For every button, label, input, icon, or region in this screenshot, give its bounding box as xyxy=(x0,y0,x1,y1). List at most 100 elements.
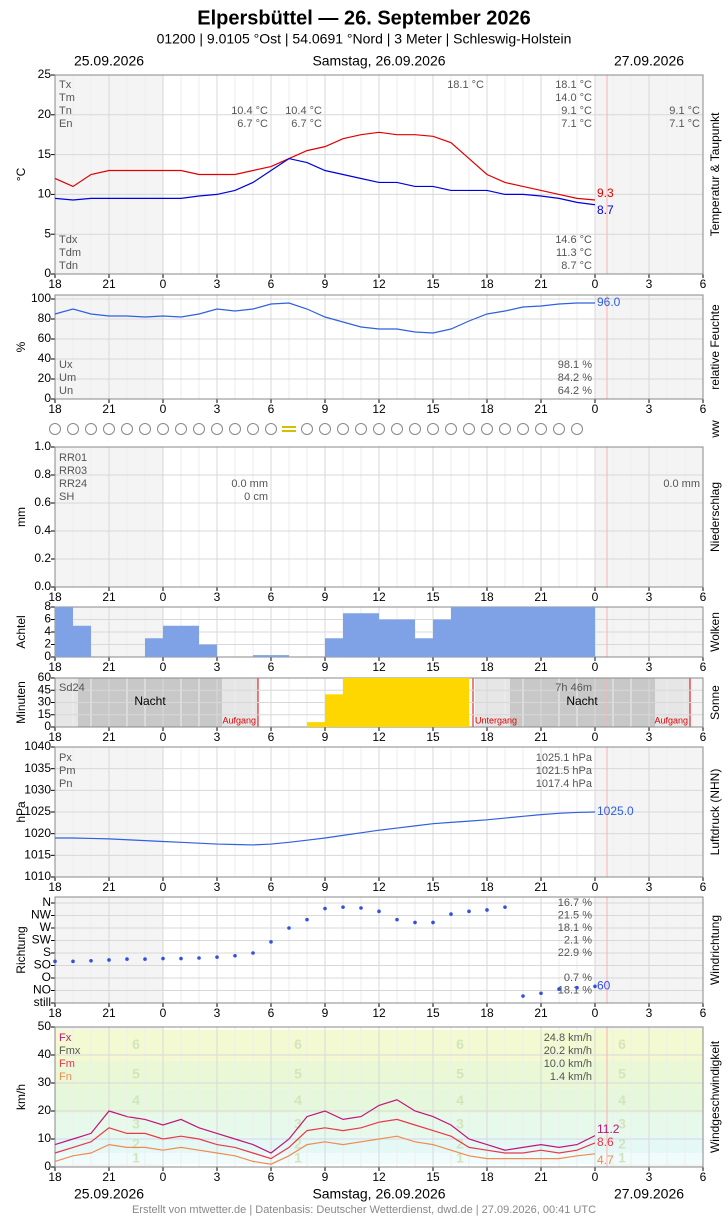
point xyxy=(557,987,561,991)
bar xyxy=(343,678,361,727)
x-tick-label: 18 xyxy=(48,590,62,604)
y-tick-label: NW xyxy=(31,908,52,922)
y-tick-label: 30 xyxy=(38,695,52,709)
x-tick-label: 3 xyxy=(646,277,653,291)
bar xyxy=(181,625,199,657)
point xyxy=(539,991,543,996)
x-tick-label: 21 xyxy=(534,590,548,604)
stat-name: Px xyxy=(59,752,72,764)
bar xyxy=(163,625,181,657)
x-tick-label: 3 xyxy=(214,730,221,744)
ww-symbol xyxy=(157,423,169,435)
stat-name: Fx xyxy=(59,1032,72,1044)
stat-name: En xyxy=(59,118,72,130)
x-tick-label: 15 xyxy=(426,1006,440,1020)
y-tick-label: 60 xyxy=(38,331,52,345)
plot-frame xyxy=(54,896,704,1004)
ww-symbol xyxy=(445,423,457,435)
end-label: 4.7 xyxy=(597,1153,614,1167)
x-tick-label: 6 xyxy=(268,880,275,894)
x-tick-label: 21 xyxy=(534,880,548,894)
y-tick-label: 1025 xyxy=(24,804,51,818)
bar xyxy=(325,638,343,657)
line-series xyxy=(54,131,596,201)
y-tick-label: 60 xyxy=(38,670,52,684)
bar xyxy=(397,678,415,727)
x-tick-label: 21 xyxy=(102,402,116,416)
stat-name: Tdn xyxy=(59,260,78,272)
y-axis-label: Richtung xyxy=(14,926,28,973)
x-tick-label: 21 xyxy=(102,730,116,744)
ww-symbol xyxy=(517,423,529,435)
y-tick-label: 8 xyxy=(44,599,51,613)
ww-symbol xyxy=(373,423,385,435)
y-tick-label: 0 xyxy=(44,1159,51,1173)
ww-symbol xyxy=(481,423,493,435)
beaufort-label: 1 xyxy=(294,1149,302,1165)
note: 10.4 °C xyxy=(231,105,268,117)
plot-frame xyxy=(54,1026,704,1168)
point xyxy=(107,958,111,962)
side-title: Luftdruck (NHN) xyxy=(708,769,722,856)
bar xyxy=(145,638,163,657)
end-label: 11.2 xyxy=(597,1122,620,1136)
x-tick-label: 6 xyxy=(268,590,275,604)
x-tick-label: 21 xyxy=(102,660,116,674)
y-axis-label: hPa xyxy=(14,801,28,823)
date-right: 27.09.2026 xyxy=(614,53,684,69)
x-tick-label: 6 xyxy=(268,402,275,416)
y-tick-label: 0.4 xyxy=(34,523,51,537)
beaufort-label: 1 xyxy=(456,1149,464,1165)
subtitle: 01200 | 9.0105 °Ost | 54.0691 °Nord | 3 … xyxy=(157,31,572,47)
x-tick-label: 3 xyxy=(646,730,653,744)
point xyxy=(593,984,597,989)
side-title: ww xyxy=(708,420,722,439)
x-tick-label: 12 xyxy=(372,1006,386,1020)
stat-name: RR24 xyxy=(59,478,87,490)
bar xyxy=(559,607,577,657)
x-tick-label: 3 xyxy=(646,402,653,416)
x-tick-label: 0 xyxy=(160,402,167,416)
y-tick-label: SW xyxy=(32,933,52,947)
stat-name: Tdx xyxy=(59,234,78,246)
stat-value: 7h 46m xyxy=(555,682,592,694)
plot-frame xyxy=(54,446,704,588)
side-title: Temperatur & Taupunkt xyxy=(708,112,722,237)
y-tick-label: 10 xyxy=(38,1131,52,1145)
note: Aufgang xyxy=(222,715,256,725)
ww-symbol xyxy=(355,423,367,435)
stat-name: Tn xyxy=(59,105,72,117)
ww-symbol xyxy=(175,423,187,435)
side-title: Windrichtung xyxy=(708,915,722,985)
x-tick-label: 3 xyxy=(214,660,221,674)
x-tick-label: 18 xyxy=(48,402,62,416)
note: 18.1 °C xyxy=(447,79,484,91)
date-right: 27.09.2026 xyxy=(614,1186,684,1202)
line-series xyxy=(54,1099,596,1154)
x-tick-label: 21 xyxy=(534,1170,548,1184)
beaufort-label: 1 xyxy=(132,1149,140,1165)
bar xyxy=(469,607,487,657)
stat-value: 20.2 km/h xyxy=(544,1045,592,1057)
x-tick-label: 6 xyxy=(268,1006,275,1020)
end-label: 60 xyxy=(597,979,611,993)
y-tick-label: 15 xyxy=(38,147,52,161)
y-axis-label: mm xyxy=(14,507,28,527)
bar xyxy=(253,655,271,657)
x-tick-label: 12 xyxy=(372,1170,386,1184)
x-tick-label: 0 xyxy=(592,660,599,674)
bar xyxy=(379,678,397,727)
note: Aufgang xyxy=(654,715,688,725)
x-tick-label: 12 xyxy=(372,402,386,416)
stat-name: SH xyxy=(59,491,74,503)
y-tick-label: 6 xyxy=(44,612,51,626)
stat-name: Um xyxy=(59,372,76,384)
x-tick-label: 18 xyxy=(480,660,494,674)
bar xyxy=(199,644,217,657)
point xyxy=(233,953,237,958)
bar xyxy=(433,619,451,657)
y-tick-label: 20 xyxy=(38,371,52,385)
ww-symbol xyxy=(247,423,259,435)
x-tick-label: 9 xyxy=(322,590,329,604)
ww-symbol xyxy=(409,423,421,435)
